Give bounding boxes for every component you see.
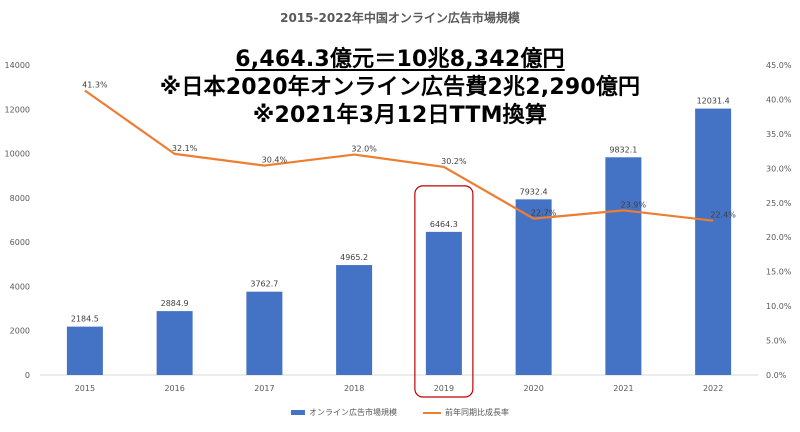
- x-tick-label: 2018: [344, 384, 364, 393]
- x-tick-label: 2019: [434, 384, 454, 393]
- bar-data-label: 3762.7: [250, 280, 278, 289]
- bar-data-label: 2884.9: [161, 299, 189, 308]
- legend-swatch-bar: [291, 410, 305, 415]
- line-data-label: 22.7%: [531, 209, 557, 218]
- y-right-tick-label: 25.0%: [766, 199, 792, 208]
- y-right-tick-label: 30.0%: [766, 164, 792, 173]
- line-data-label: 41.3%: [82, 80, 108, 89]
- annotation-conversion-text: 6,464.3億元＝10兆8,342億円: [235, 47, 565, 72]
- y-right-tick-label: 5.0%: [766, 337, 787, 346]
- line-data-label: 30.2%: [441, 157, 467, 166]
- x-tick-label: 2022: [703, 384, 723, 393]
- y-left-tick-label: 2000: [10, 327, 30, 336]
- legend-item-bar: オンライン広告市場規模: [291, 407, 397, 418]
- bar: [246, 291, 283, 375]
- legend-label-line: 前年同期比成長率: [445, 408, 509, 417]
- line-data-label: 30.4%: [262, 156, 288, 165]
- x-tick-label: 2017: [254, 384, 274, 393]
- y-right-tick-label: 15.0%: [766, 268, 792, 277]
- growth-rate-line: [84, 89, 714, 222]
- annotation-japan-ad-spend: ※日本2020年オンライン広告費2兆2,290億円: [159, 75, 641, 100]
- y-right-tick-label: 45.0%: [766, 61, 792, 70]
- line-data-label: 32.1%: [172, 144, 198, 153]
- bar: [425, 231, 462, 375]
- highlight-box-2019: [414, 185, 474, 398]
- legend: オンライン広告市場規模 前年同期比成長率: [0, 407, 800, 418]
- bar-data-label: 2184.5: [71, 315, 99, 324]
- bar: [66, 326, 103, 375]
- bar: [156, 311, 193, 375]
- y-left-tick-label: 0: [25, 371, 30, 380]
- x-tick-label: 2015: [75, 384, 95, 393]
- y-left-tick-label: 12000: [5, 105, 30, 114]
- y-right-tick-label: 20.0%: [766, 233, 792, 242]
- y-left-tick-label: 4000: [10, 282, 30, 291]
- y-right-tick-label: 35.0%: [766, 130, 792, 139]
- y-left-tick-label: 14000: [5, 61, 30, 70]
- annotation-conversion: 6,464.3億元＝10兆8,342億円: [0, 41, 800, 73]
- bar: [695, 108, 732, 376]
- legend-item-line: 前年同期比成長率: [423, 407, 509, 418]
- legend-label-bar: オンライン広告市場規模: [309, 408, 397, 417]
- x-tick-label: 2021: [613, 384, 633, 393]
- line-data-label: 23.9%: [621, 200, 647, 209]
- y-right-tick-label: 40.0%: [766, 95, 792, 104]
- bar: [336, 265, 373, 375]
- line-data-label: 32.0%: [351, 145, 377, 154]
- bar: [605, 157, 642, 375]
- x-tick-label: 2020: [523, 384, 543, 393]
- bar-data-label: 7932.4: [520, 187, 548, 196]
- y-left-tick-label: 8000: [10, 194, 30, 203]
- bar-data-label: 4965.2: [340, 253, 368, 262]
- annotation-ttm-note: ※2021年3月12日TTM換算: [252, 103, 548, 128]
- chart-title: 2015-2022年中国オンライン広告市場規模: [280, 11, 520, 25]
- bar-data-label: 6464.3: [430, 220, 458, 229]
- y-right-tick-label: 0.0%: [766, 371, 787, 380]
- legend-swatch-line: [423, 411, 441, 414]
- y-left-tick-label: 6000: [10, 238, 30, 247]
- x-tick-label: 2016: [164, 384, 184, 393]
- bar: [515, 199, 552, 375]
- line-data-label: 22.4%: [710, 211, 736, 220]
- y-left-tick-label: 10000: [5, 150, 30, 159]
- bar-data-label: 12031.4: [697, 97, 730, 106]
- bar-data-label: 9832.1: [609, 145, 637, 154]
- y-right-tick-label: 10.0%: [766, 302, 792, 311]
